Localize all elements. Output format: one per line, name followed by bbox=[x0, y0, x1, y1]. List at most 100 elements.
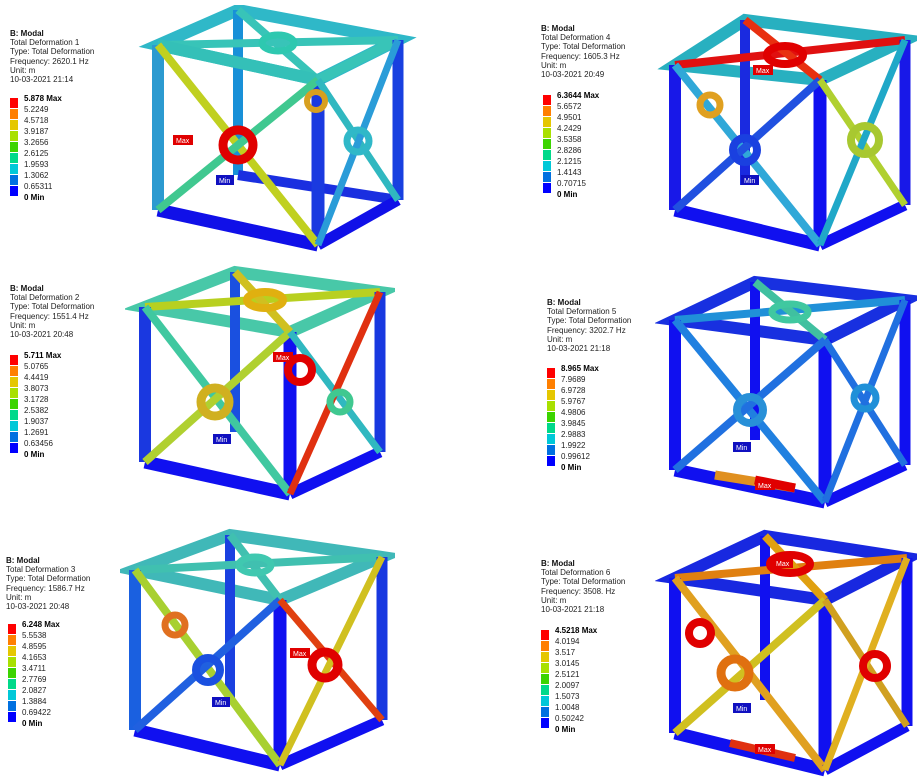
legend-color-swatch bbox=[543, 128, 551, 138]
panel-2-deformation-model: Max Min bbox=[125, 265, 395, 501]
frame-right-face bbox=[816, 38, 911, 250]
legend-color-swatch bbox=[10, 388, 18, 398]
legend-value: 1.2691 bbox=[24, 428, 49, 437]
legend-color-swatch bbox=[541, 718, 549, 728]
legend-value: 1.9593 bbox=[24, 160, 49, 169]
panel-4-type: Type: Total Deformation bbox=[541, 42, 626, 52]
panel-1-type: Type: Total Deformation bbox=[10, 47, 95, 57]
legend-value: 0 Min bbox=[24, 193, 45, 202]
frame-right-face bbox=[729, 556, 913, 775]
legend-color-swatch bbox=[8, 668, 16, 678]
frame-right-face bbox=[276, 555, 388, 771]
legend-value: 0 Min bbox=[555, 725, 576, 734]
legend-color-swatch bbox=[10, 153, 18, 163]
legend-color-swatch bbox=[10, 366, 18, 376]
legend-color-swatch bbox=[10, 355, 18, 365]
panel-2-frequency: Frequency: 1551.4 Hz bbox=[10, 311, 89, 321]
legend-value: 6.9728 bbox=[561, 386, 586, 395]
panel-1-unit: Unit: m bbox=[10, 65, 36, 75]
legend-value: 5.9767 bbox=[561, 397, 586, 406]
panel-5-title: Total Deformation 5 bbox=[547, 307, 617, 317]
panel-2-header: B: Modal bbox=[10, 284, 44, 293]
frame-top-braces bbox=[674, 278, 906, 344]
legend-value: 0.70715 bbox=[557, 179, 586, 188]
legend-value: 3.9187 bbox=[24, 127, 49, 136]
legend-value: 6.3644 Max bbox=[557, 91, 600, 100]
panel-5-unit: Unit: m bbox=[547, 334, 573, 344]
panel-5-deformation-model: Max Min bbox=[655, 275, 917, 509]
legend-color-swatch bbox=[547, 423, 555, 433]
frame-left-face bbox=[129, 567, 287, 772]
legend-value: 3.0145 bbox=[555, 659, 580, 668]
min-label: Min bbox=[736, 706, 747, 713]
frame-left-face bbox=[139, 304, 297, 501]
max-label: Max bbox=[276, 355, 290, 362]
legend-value: 0.65311 bbox=[24, 182, 53, 191]
panel-4-title: Total Deformation 4 bbox=[541, 33, 611, 43]
legend-color-swatch bbox=[547, 445, 555, 455]
legend-value: 3.517 bbox=[555, 648, 576, 657]
legend-value: 4.8595 bbox=[22, 642, 47, 651]
legend-color-swatch bbox=[10, 109, 18, 119]
legend-value: 4.5718 bbox=[24, 116, 49, 125]
legend-color-swatch bbox=[10, 186, 18, 196]
min-marker bbox=[733, 703, 751, 713]
legend-color-swatch bbox=[541, 696, 549, 706]
panel-6-unit: Unit: m bbox=[541, 595, 567, 605]
min-marker bbox=[741, 175, 759, 185]
legend-value: 4.0194 bbox=[555, 637, 580, 646]
panel-2-unit: Unit: m bbox=[10, 320, 36, 330]
legend-color-swatch bbox=[543, 172, 551, 182]
panel-6-title: Total Deformation 6 bbox=[541, 568, 611, 578]
legend-value: 0.63456 bbox=[24, 439, 53, 448]
legend-value: 2.7769 bbox=[22, 675, 47, 684]
frame-top-braces bbox=[157, 6, 399, 84]
max-marker bbox=[755, 480, 775, 490]
panel-6-deformation-model: Max Max Min bbox=[655, 529, 917, 777]
panel-1-title: Total Deformation 1 bbox=[10, 38, 80, 48]
legend-value: 0 Min bbox=[557, 190, 578, 199]
panel-3-deformation-model: Max Min bbox=[120, 528, 395, 772]
legend-value: 2.5121 bbox=[555, 670, 580, 679]
legend-value: 3.8073 bbox=[24, 384, 49, 393]
frame-top-braces bbox=[134, 532, 383, 603]
legend-value: 1.0048 bbox=[555, 703, 580, 712]
frame-left-face bbox=[669, 575, 832, 777]
panel-2-info: B: Modal Total Deformation 2 Type: Total… bbox=[10, 284, 94, 339]
frame-right-face bbox=[304, 35, 404, 250]
panel-1-info: B: Modal Total Deformation 1 Type: Total… bbox=[10, 29, 94, 84]
legend-value: 1.9037 bbox=[24, 417, 49, 426]
max-marker-bottom bbox=[755, 744, 775, 754]
legend-color-swatch bbox=[8, 712, 16, 722]
legend-value: 5.2249 bbox=[24, 105, 49, 114]
frame-top-braces bbox=[674, 16, 906, 84]
legend-color-swatch bbox=[543, 183, 551, 193]
legend-color-swatch bbox=[543, 106, 551, 116]
legend-color-swatch bbox=[10, 164, 18, 174]
panel-5-type: Type: Total Deformation bbox=[547, 316, 632, 326]
panel-2-date: 10-03-2021 20:48 bbox=[10, 330, 74, 340]
legend-color-swatch bbox=[10, 142, 18, 152]
panel-4-frequency: Frequency: 1605.3 Hz bbox=[541, 51, 620, 61]
panel-1-date: 10-03-2021 21:14 bbox=[10, 75, 74, 85]
panel-4-deformation-model: Max Min bbox=[657, 13, 917, 252]
legend-color-swatch bbox=[541, 652, 549, 662]
max-label: Max bbox=[756, 68, 770, 75]
legend-color-swatch bbox=[541, 685, 549, 695]
frame-right-face bbox=[284, 290, 386, 499]
legend-value: 0 Min bbox=[24, 450, 45, 459]
legend-value: 5.711 Max bbox=[24, 351, 62, 360]
panel-4-unit: Unit: m bbox=[541, 60, 567, 70]
legend-color-swatch bbox=[543, 161, 551, 171]
panel-4-header: B: Modal bbox=[541, 24, 575, 33]
min-marker bbox=[212, 697, 230, 707]
legend-value: 2.0097 bbox=[555, 681, 580, 690]
min-marker bbox=[213, 434, 231, 444]
panel-5-frequency: Frequency: 3202.7 Hz bbox=[547, 325, 626, 335]
legend-color-swatch bbox=[10, 131, 18, 141]
max-marker bbox=[753, 65, 773, 75]
legend-color-swatch bbox=[547, 379, 555, 389]
legend-value: 8.965 Max bbox=[561, 364, 599, 373]
legend-color-swatch bbox=[543, 150, 551, 160]
legend-color-swatch bbox=[10, 175, 18, 185]
